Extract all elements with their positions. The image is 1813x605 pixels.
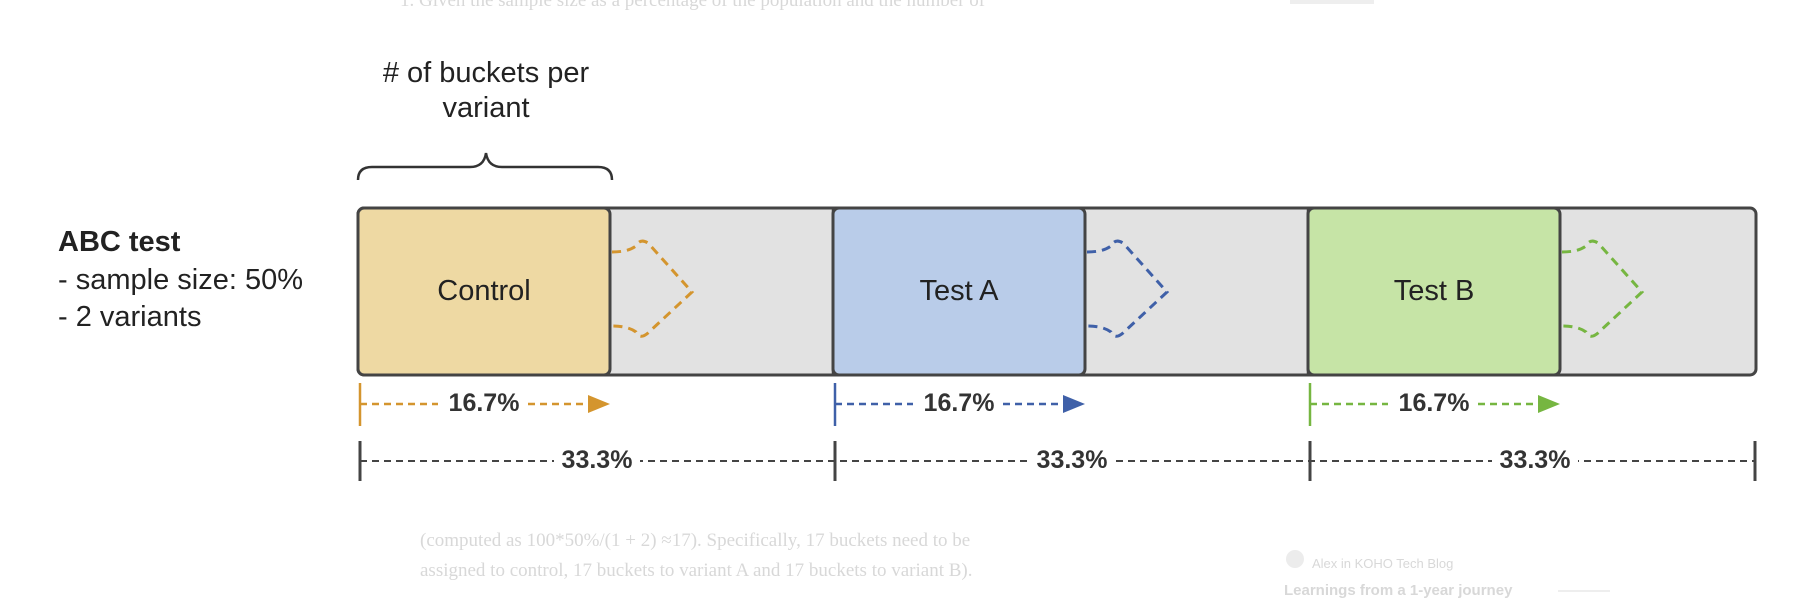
bucket-share-test-b <box>1308 383 1560 426</box>
expansion-arrow-control <box>611 239 695 338</box>
expansion-arrow-test-b <box>1561 239 1645 338</box>
background-card-avatar <box>1286 550 1304 568</box>
section-share-rule <box>358 441 1757 481</box>
bucket-count-label: # of buckets per variant <box>382 57 590 124</box>
bucket-share-label-test-b: 16.7% <box>1399 389 1470 417</box>
variant-label-test-a: Test A <box>920 275 1000 307</box>
bucket-share-label-control: 16.7% <box>449 389 520 417</box>
background-card-source: Alex in KOHO Tech Blog <box>1312 556 1454 571</box>
variant-label-test-b: Test B <box>1394 275 1475 307</box>
split-diagram: Control Test A Test B 16.7% 16.7% 16.7% … <box>356 152 1758 481</box>
section-share-label-control: 33.3% <box>562 446 633 474</box>
test-detail-sample-size: - sample size: 50% <box>58 264 303 296</box>
section-share-label-test-a: 33.3% <box>1037 446 1108 474</box>
variant-box-test-a <box>831 206 1087 377</box>
variant-label-control: Control <box>437 275 531 307</box>
bucket-share-control <box>358 383 610 426</box>
section-share-label-test-b: 33.3% <box>1500 446 1571 474</box>
test-title: ABC test <box>58 226 181 258</box>
variant-box-control <box>356 206 612 377</box>
bucket-share-label-test-a: 16.7% <box>924 389 995 417</box>
background-text-top: 1. Given the sample size as a percentage… <box>400 0 986 11</box>
test-detail-variants: - 2 variants <box>58 301 202 333</box>
bucket-brace <box>356 152 614 181</box>
variant-box-test-b <box>1306 206 1562 377</box>
expansion-arrow-test-a <box>1086 239 1170 338</box>
bucket-share-test-a <box>833 383 1085 426</box>
background-text-bottom-1: (computed as 100*50%/(1 + 2) ≈17). Speci… <box>420 530 971 551</box>
background-top-thumbnail <box>1290 0 1374 4</box>
background-text-bottom-2: assigned to control, 17 buckets to varia… <box>420 560 973 581</box>
